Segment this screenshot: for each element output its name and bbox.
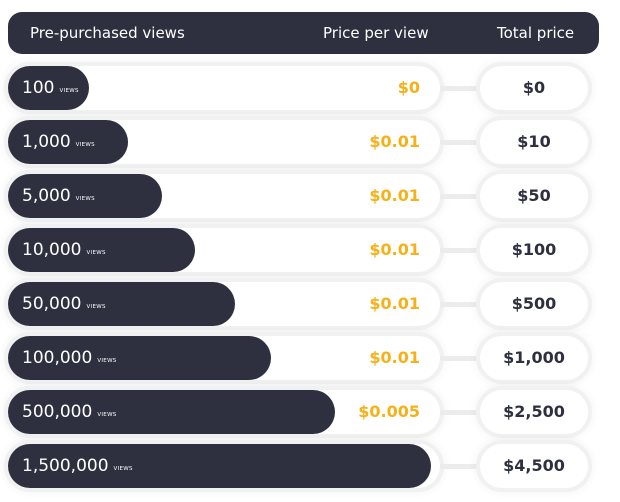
views-value: 1,000 VIEWS [22, 120, 95, 164]
views-unit-label: VIEWS [59, 88, 79, 94]
row-connector [440, 464, 482, 469]
table-row: $0.01 10,000 VIEWS $100 [8, 227, 612, 273]
total-price-pill: $1,000 [480, 336, 588, 380]
views-number: 5,000 [22, 186, 71, 206]
views-value: 5,000 VIEWS [22, 174, 95, 218]
price-per-view-value: $0.01 [369, 186, 420, 205]
views-value: 100,000 VIEWS [22, 336, 117, 380]
views-value: 1,500,000 VIEWS [22, 444, 133, 488]
total-price-pill: $2,500 [480, 390, 588, 434]
total-price-pill: $10 [480, 120, 588, 164]
views-number: 10,000 [22, 240, 82, 260]
views-unit-label: VIEWS [75, 142, 95, 148]
views-unit-label: VIEWS [86, 304, 106, 310]
views-bar: 5,000 VIEWS [8, 174, 162, 218]
views-unit-label: VIEWS [97, 412, 117, 418]
table-row: $0.01 50,000 VIEWS $500 [8, 281, 612, 327]
views-number: 1,000 [22, 132, 71, 152]
table-header: Pre-purchased views Price per view Total… [8, 12, 599, 54]
views-value: 500,000 VIEWS [22, 390, 117, 434]
header-pre-purchased-views: Pre-purchased views [30, 24, 185, 42]
total-price-value: $10 [517, 132, 551, 151]
total-price-value: $2,500 [503, 402, 565, 421]
views-number: 1,500,000 [22, 456, 109, 476]
row-connector [440, 248, 482, 253]
views-bar: 100,000 VIEWS [8, 336, 271, 380]
total-price-value: $500 [511, 294, 557, 313]
price-per-view-value: $0.005 [358, 402, 420, 421]
views-bar: 100 VIEWS [8, 66, 89, 110]
views-unit-label: VIEWS [113, 466, 133, 472]
views-number: 100 [22, 78, 55, 98]
views-bar: 1,500,000 VIEWS [8, 444, 431, 488]
total-price-value: $0 [522, 78, 546, 97]
views-number: 500,000 [22, 402, 93, 422]
total-price-pill: $500 [480, 282, 588, 326]
total-price-pill: $0 [480, 66, 588, 110]
views-value: 100 VIEWS [22, 66, 79, 110]
header-price-per-view: Price per view [323, 24, 429, 42]
total-price-value: $1,000 [503, 348, 565, 367]
total-price-value: $100 [511, 240, 557, 259]
row-connector [440, 140, 482, 145]
header-total-price: Total price [497, 24, 575, 42]
views-bar: 500,000 VIEWS [8, 390, 335, 434]
row-connector [440, 302, 482, 307]
table-row: $0.01 1,000 VIEWS $10 [8, 119, 612, 165]
total-price-value: $50 [517, 186, 551, 205]
total-price-pill: $50 [480, 174, 588, 218]
views-value: 10,000 VIEWS [22, 228, 106, 272]
table-row: $0.005 500,000 VIEWS $2,500 [8, 389, 612, 435]
row-connector [440, 356, 482, 361]
row-connector [440, 86, 482, 91]
table-row: $0.01 5,000 VIEWS $50 [8, 173, 612, 219]
views-unit-label: VIEWS [75, 196, 95, 202]
price-per-view-value: $0.01 [369, 240, 420, 259]
table-row: $0.01 100,000 VIEWS $1,000 [8, 335, 612, 381]
views-bar: 50,000 VIEWS [8, 282, 235, 326]
price-per-view-value: $0.01 [369, 294, 420, 313]
views-unit-label: VIEWS [97, 358, 117, 364]
views-bar: 1,000 VIEWS [8, 120, 128, 164]
row-connector [440, 410, 482, 415]
views-unit-label: VIEWS [86, 250, 106, 256]
views-value: 50,000 VIEWS [22, 282, 106, 326]
table-row: $0 100 VIEWS $0 [8, 65, 612, 111]
row-connector [440, 194, 482, 199]
total-price-pill: $100 [480, 228, 588, 272]
total-price-value: $4,500 [503, 456, 565, 475]
views-bar: 10,000 VIEWS [8, 228, 195, 272]
total-price-pill: $4,500 [480, 444, 588, 488]
views-number: 50,000 [22, 294, 82, 314]
price-per-view-value: $0.01 [369, 348, 420, 367]
price-per-view-value: $0.01 [369, 132, 420, 151]
price-per-view-value: $0 [397, 78, 420, 97]
views-number: 100,000 [22, 348, 93, 368]
